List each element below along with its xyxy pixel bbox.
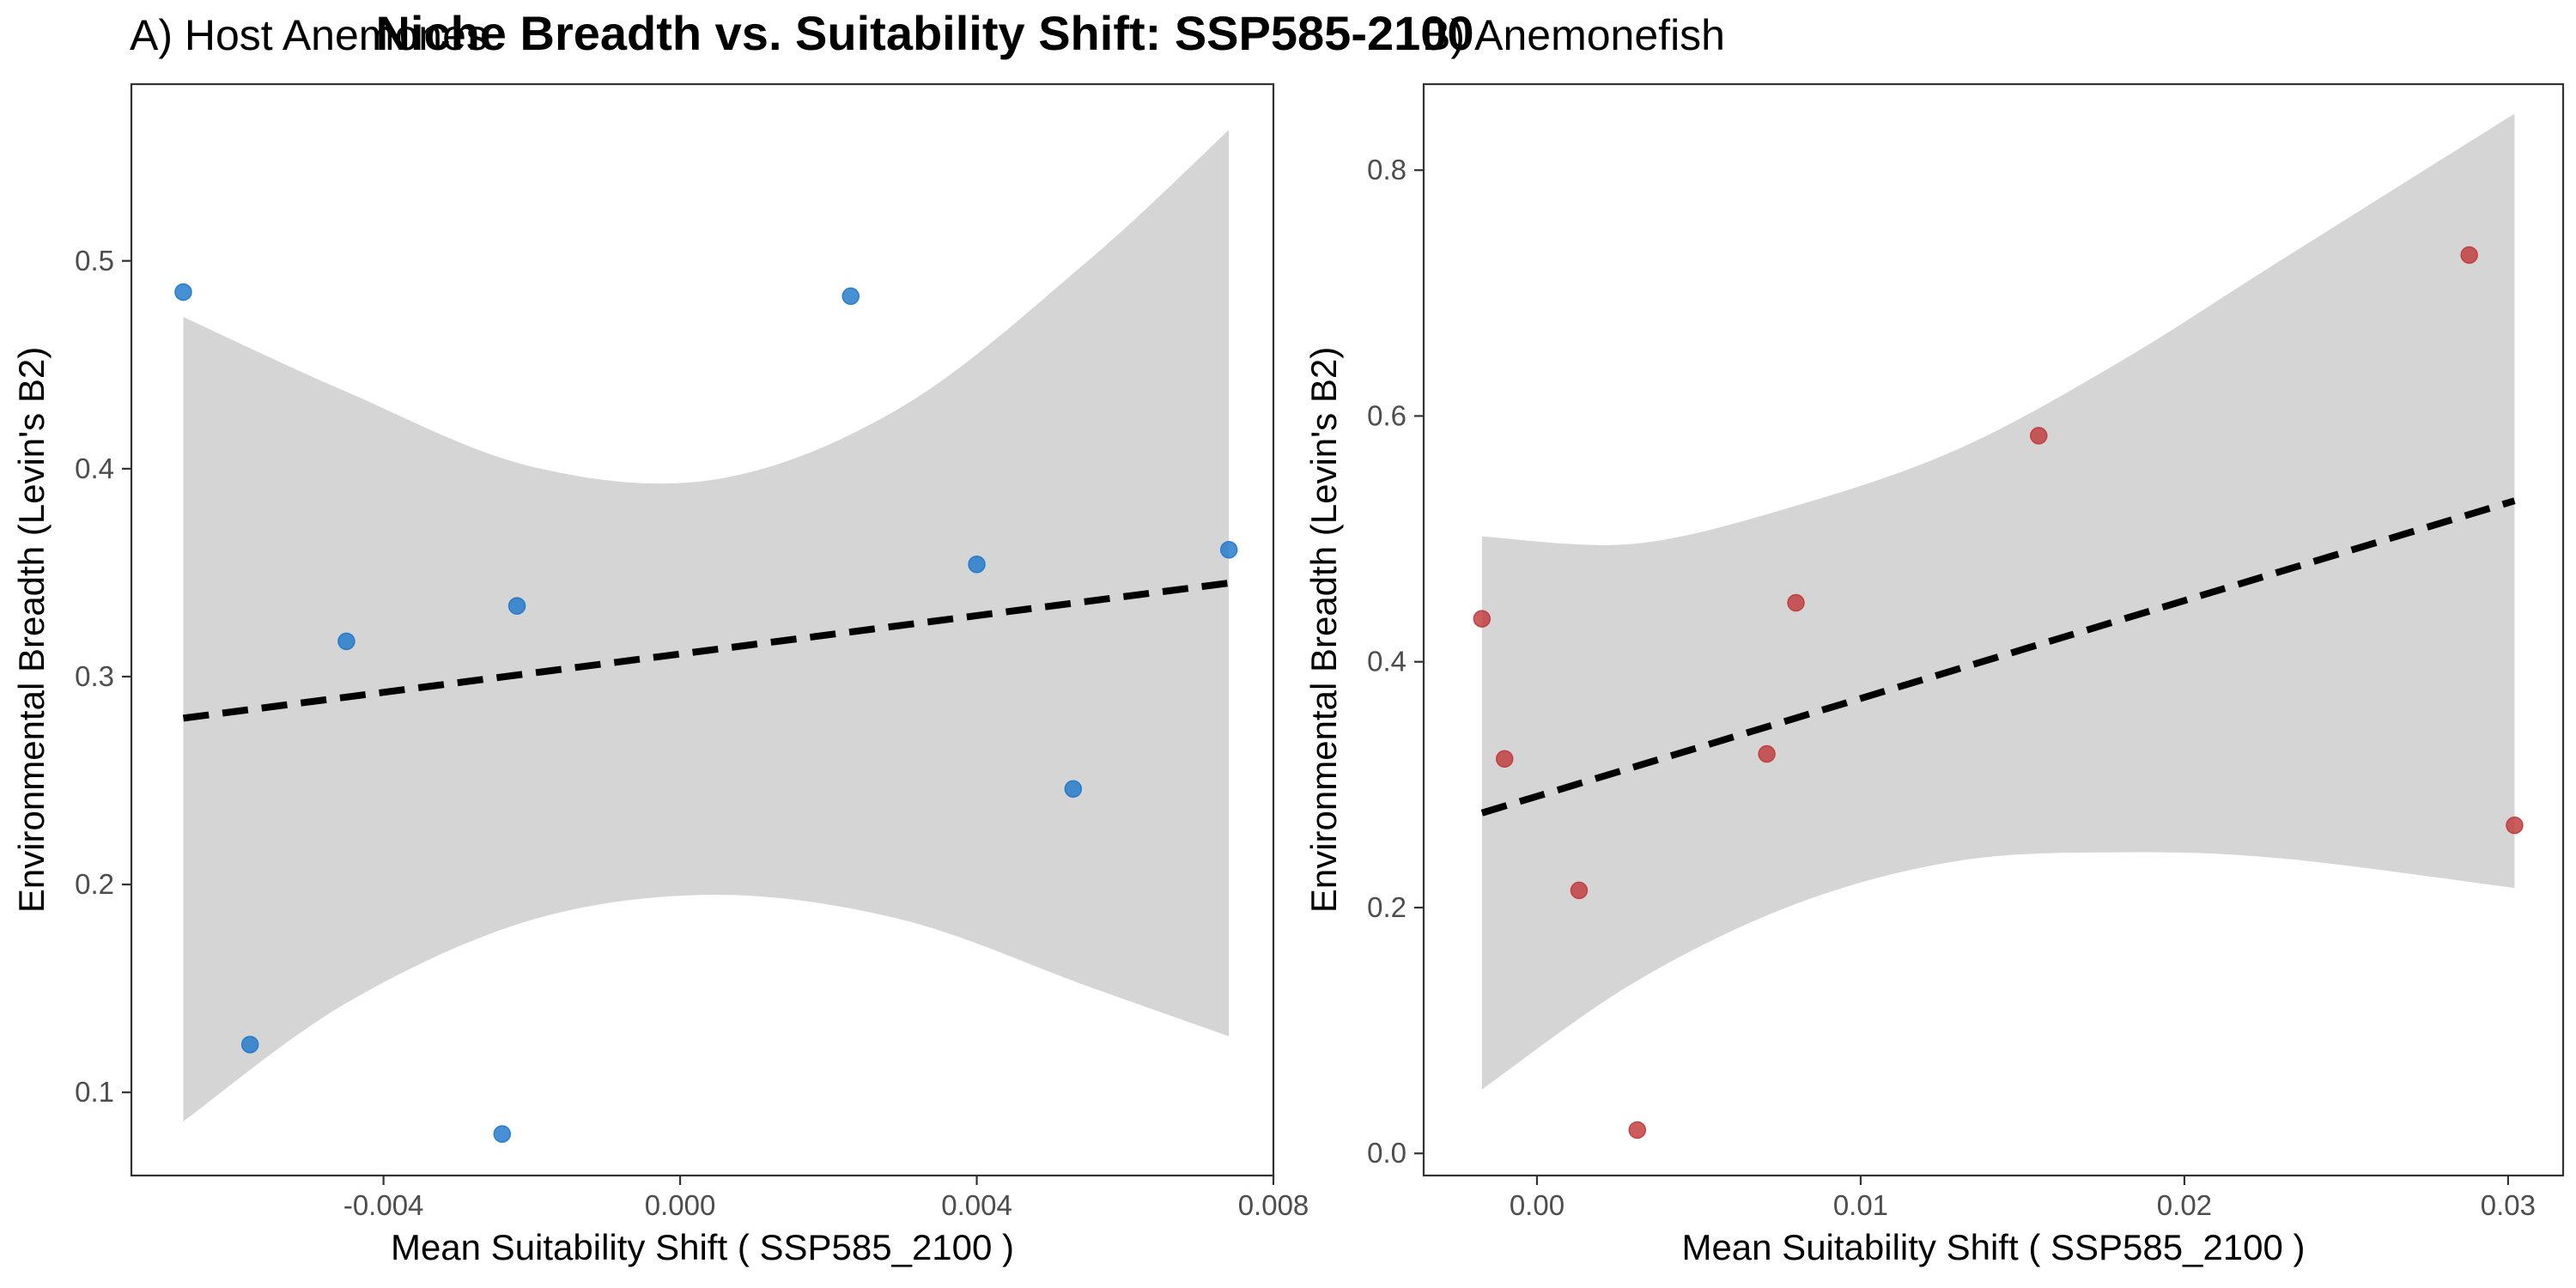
panel-border <box>130 82 1275 1177</box>
data-point <box>1473 610 1492 628</box>
y-axis-title: Environmental Breadth (Levin's B2) <box>11 347 52 913</box>
x-tick-label: 0.01 <box>1833 1189 1888 1221</box>
data-point <box>2030 427 2048 445</box>
panel-b: 0.00 0.01 0.02 0.03 0.0 0.2 0.4 0.6 0.8 Mean Suit… <box>1303 11 2565 1267</box>
data-point <box>841 287 860 306</box>
x-tick-label: 0.02 <box>2157 1189 2212 1221</box>
x-tick-label: 0.008 <box>1238 1189 1309 1221</box>
data-point <box>1758 744 1776 763</box>
x-axis-title: Mean Suitability Shift ( SSP585_2100 ) <box>391 1227 1014 1267</box>
y-tick-label: 0.8 <box>1367 154 1406 185</box>
regression-line <box>182 580 1230 722</box>
plot-area <box>174 130 1238 1143</box>
data-point <box>2460 246 2478 264</box>
panel-title: B) Anemonefish <box>1422 11 1725 59</box>
data-point <box>1570 881 1589 900</box>
x-tick-label: 0.004 <box>941 1189 1012 1221</box>
data-point <box>174 283 192 301</box>
data-point <box>968 555 986 574</box>
panel-border <box>1422 82 2565 1177</box>
x-tick-label: 0.00 <box>1510 1189 1564 1221</box>
y-tick-label: 0.1 <box>75 1076 114 1108</box>
y-tick-label: 0.0 <box>1367 1137 1406 1169</box>
confidence-ribbon <box>1481 113 2515 1090</box>
y-axis-title: Environmental Breadth (Levin's B2) <box>1303 347 1344 913</box>
regression-line <box>1480 497 2516 817</box>
confidence-ribbon <box>183 130 1230 1122</box>
y-tick-label: 0.2 <box>1367 891 1406 923</box>
data-point <box>2506 816 2524 835</box>
plot-area <box>1473 113 2524 1139</box>
y-tick-label: 0.6 <box>1367 399 1406 431</box>
data-point <box>1495 750 1514 769</box>
x-tick-label: -0.004 <box>343 1189 424 1221</box>
y-tick-label: 0.3 <box>75 660 114 692</box>
figure-title: Niche Breadth vs. Suitability Shift: SSP… <box>375 6 1473 60</box>
x-tick-label: 0.03 <box>2481 1189 2536 1221</box>
panel-title: A) Host Anemones <box>130 11 488 59</box>
panel-a: -0.004 0.000 0.004 0.008 0.1 0.2 0.3 0.4 0.5 Mean… <box>11 11 1309 1267</box>
data-point <box>337 632 355 651</box>
y-tick-label: 0.2 <box>75 868 114 900</box>
y-tick-label: 0.4 <box>1367 646 1406 677</box>
data-point <box>1628 1121 1647 1139</box>
data-point <box>493 1125 512 1143</box>
data-point <box>1787 593 1805 612</box>
data-point <box>507 597 526 615</box>
x-tick-label: 0.000 <box>645 1189 716 1221</box>
y-tick-label: 0.4 <box>75 453 114 484</box>
x-axis-title: Mean Suitability Shift ( SSP585_2100 ) <box>1681 1227 2305 1267</box>
data-point <box>1064 780 1083 798</box>
y-tick-label: 0.5 <box>75 245 114 276</box>
data-point <box>1219 541 1238 559</box>
data-point <box>240 1036 259 1054</box>
